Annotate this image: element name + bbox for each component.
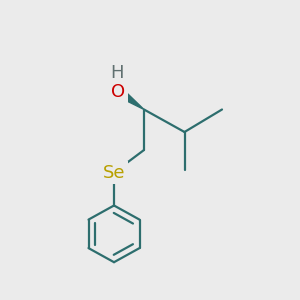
- Text: O: O: [111, 82, 126, 100]
- Text: H: H: [110, 64, 124, 82]
- Polygon shape: [116, 88, 144, 110]
- Text: Se: Se: [103, 164, 125, 181]
